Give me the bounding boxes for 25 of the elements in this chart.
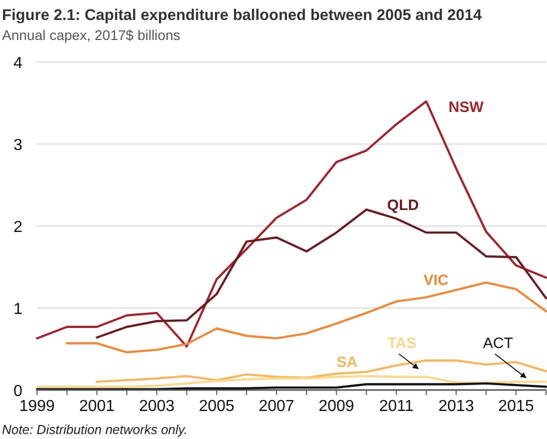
y-tick-label: 4 [14,55,23,72]
x-tick-label: 2011 [379,398,414,415]
x-tick-label: 2003 [138,398,175,415]
y-tick-label: 0 [14,383,23,400]
text: ACT [483,335,513,352]
x-tick-label: 2005 [198,398,235,415]
x-tick-label: 2015 [498,398,534,415]
y-tick-label: 2 [14,219,23,236]
y-tick-label: 1 [14,301,23,318]
chart-subtitle: Annual capex, 2017$ billions [2,27,180,43]
series-label: SA [336,354,358,371]
x-tick-label: 2007 [258,398,294,415]
y-tick-label: 3 [14,137,23,154]
series-label: VIC [423,272,449,289]
x-tick-label: 2001 [79,398,115,415]
line-series [36,374,547,388]
x-tick-label: 1999 [19,398,55,415]
series-label: TAS [388,335,416,352]
series-label: NSW [448,99,484,116]
series-label: QLD [387,197,419,214]
chart-title: Figure 2.1: Capital expenditure ballooned between 2005 and 2014 [2,7,482,24]
line-series [36,100,547,348]
text: Note: Distribution networks only. [2,422,188,437]
x-tick-label: 2009 [318,398,354,415]
x-tick-label: 2013 [438,398,474,415]
